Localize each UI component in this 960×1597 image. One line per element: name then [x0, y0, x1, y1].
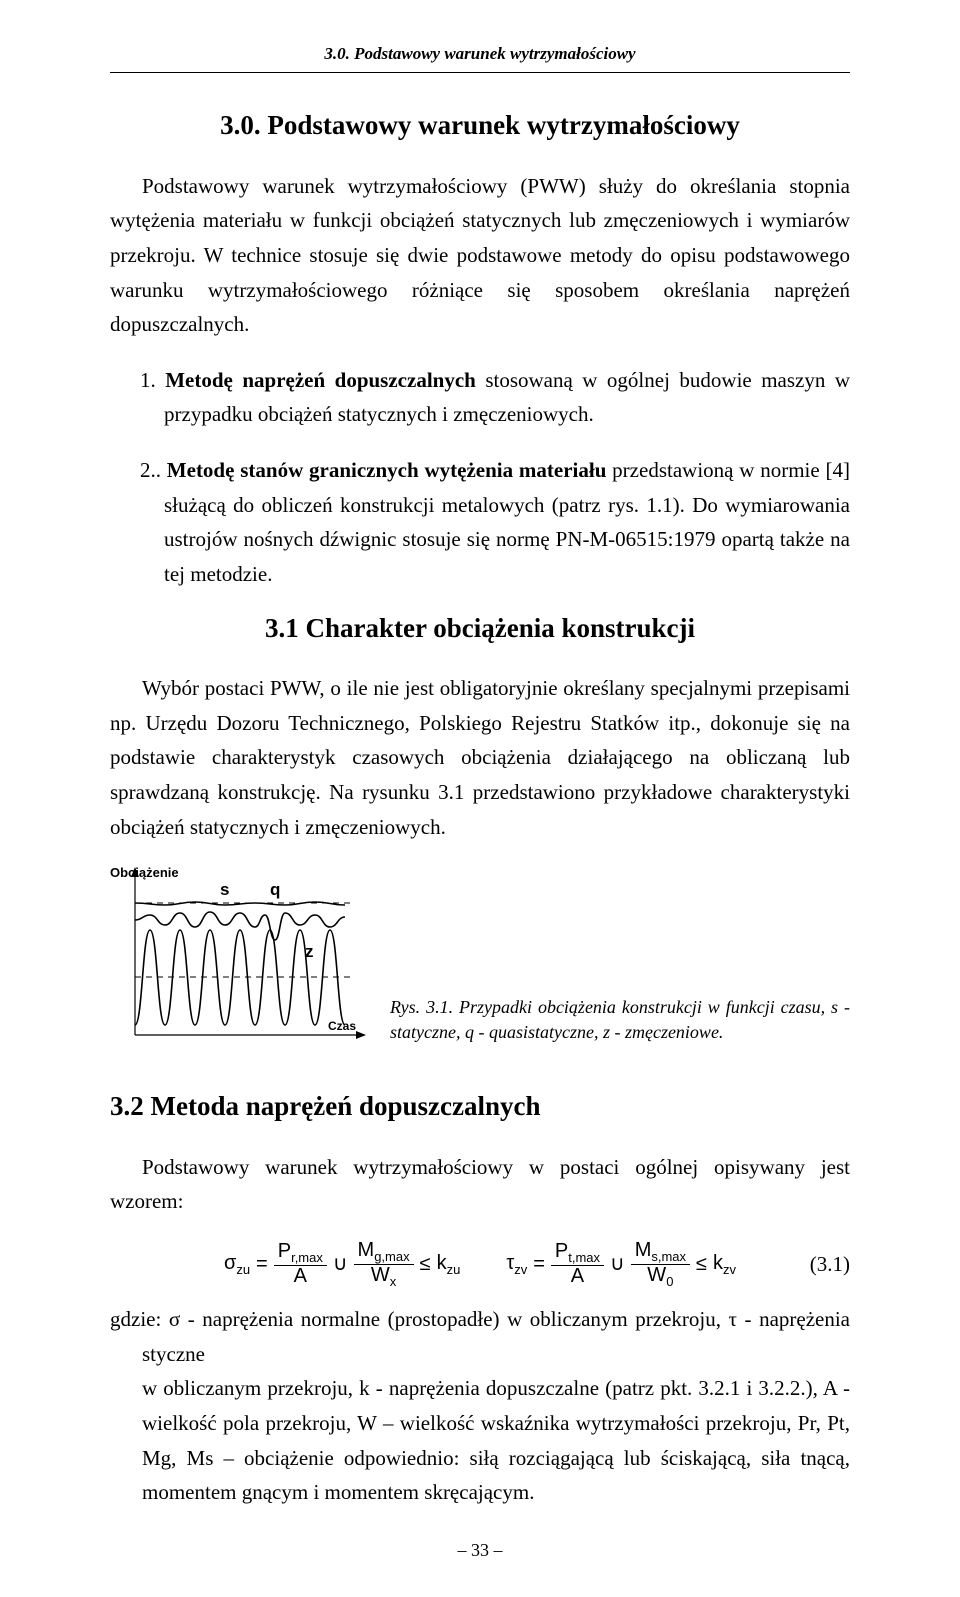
svg-text:q: q: [270, 880, 280, 899]
equation-number: (3.1): [810, 1247, 850, 1282]
item2-bold: Metodę stanów granicznych wytężenia mate…: [167, 458, 607, 482]
sym-W2: W: [647, 1264, 666, 1286]
frac-msmax-w0: Ms,max W0: [631, 1240, 690, 1288]
frac-prmax-a: Pr,max A: [274, 1241, 327, 1287]
sec32-lead: Podstawowy warunek wytrzymałościowy w po…: [110, 1150, 850, 1219]
sym-k2: k: [713, 1252, 723, 1274]
sym-sigma: σ: [224, 1252, 236, 1274]
sub-zu2: zu: [447, 1262, 461, 1277]
intro-paragraph: Podstawowy warunek wytrzymałościowy (PWW…: [110, 169, 850, 342]
sec31-body: Wybór postaci PWW, o ile nie jest obliga…: [110, 671, 850, 844]
sym-P2: P: [555, 1240, 568, 1262]
equation-3-1: σzu = Pr,max A ∪ Mg,max Wx ≤ kzu τzv = P…: [110, 1240, 850, 1288]
running-head: 3.0. Podstawowy warunek wytrzymałościowy: [110, 40, 850, 73]
sym-A2: A: [567, 1266, 588, 1287]
svg-text:Obciążenie: Obciążenie: [110, 865, 179, 880]
figure-3-1-caption: Rys. 3.1. Przypadki obciążenia konstrukc…: [390, 995, 850, 1066]
where-rest: w obliczanym przekroju, k - naprężenia d…: [142, 1376, 850, 1504]
sym-eq1: =: [256, 1248, 268, 1281]
sub-smax: s,max: [651, 1249, 686, 1264]
sub-zv2: zv: [723, 1262, 736, 1277]
section-3-2-title: 3.2 Metoda naprężeń dopuszczalnych: [110, 1084, 850, 1129]
sub-rmax: r,max: [291, 1250, 323, 1265]
item1-bold: Metodę naprężeń dopuszczalnych: [165, 368, 476, 392]
sub-zv: zv: [514, 1262, 527, 1277]
figure-3-1-row: Obciążenie Czas s q z Rys. 3.1. Przypadki ob…: [110, 865, 850, 1066]
item1-lead: 1.: [140, 368, 165, 392]
equation-body: σzu = Pr,max A ∪ Mg,max Wx ≤ kzu τzv = P…: [224, 1240, 736, 1288]
where-block: gdzie: σ - naprężenia normalne (prostopa…: [110, 1302, 850, 1510]
sub-x: x: [390, 1274, 397, 1289]
sym-le2: ≤: [696, 1248, 707, 1281]
svg-text:s: s: [220, 880, 229, 899]
sym-union1: ∪: [333, 1248, 348, 1281]
frac-mgmax-wx: Mg,max Wx: [354, 1240, 414, 1288]
list-item-2: 2.. Metodę stanów granicznych wytężenia …: [110, 453, 850, 592]
sub-zu: zu: [236, 1262, 250, 1277]
sym-W1: W: [371, 1264, 390, 1286]
sym-M2: M: [635, 1239, 652, 1261]
svg-text:Czas: Czas: [328, 1019, 356, 1033]
page-number: – 33 –: [110, 1536, 850, 1566]
sym-eq2: =: [533, 1248, 545, 1281]
sub-0: 0: [666, 1274, 673, 1289]
sym-le1: ≤: [420, 1248, 431, 1281]
page: 3.0. Podstawowy warunek wytrzymałościowy…: [0, 0, 960, 1596]
sym-P1: P: [278, 1240, 291, 1262]
sym-M1: M: [358, 1239, 375, 1261]
svg-text:z: z: [305, 942, 314, 961]
list-item-1: 1. Metodę naprężeń dopuszczalnych stosow…: [110, 363, 850, 432]
sub-gmax: g,max: [374, 1249, 409, 1264]
sub-tmax: t,max: [568, 1250, 600, 1265]
item2-lead: 2..: [140, 458, 167, 482]
section-3-0-title: 3.0. Podstawowy warunek wytrzymałościowy: [110, 103, 850, 148]
where-first-line: gdzie: σ - naprężenia normalne (prostopa…: [142, 1302, 850, 1371]
figure-3-1-chart: Obciążenie Czas s q z: [110, 865, 370, 1066]
frac-ptmax-a: Pt,max A: [551, 1241, 604, 1287]
sym-A1: A: [290, 1266, 311, 1287]
sym-union2: ∪: [610, 1248, 625, 1281]
section-3-1-title: 3.1 Charakter obciążenia konstrukcji: [110, 606, 850, 651]
sym-k1: k: [437, 1252, 447, 1274]
